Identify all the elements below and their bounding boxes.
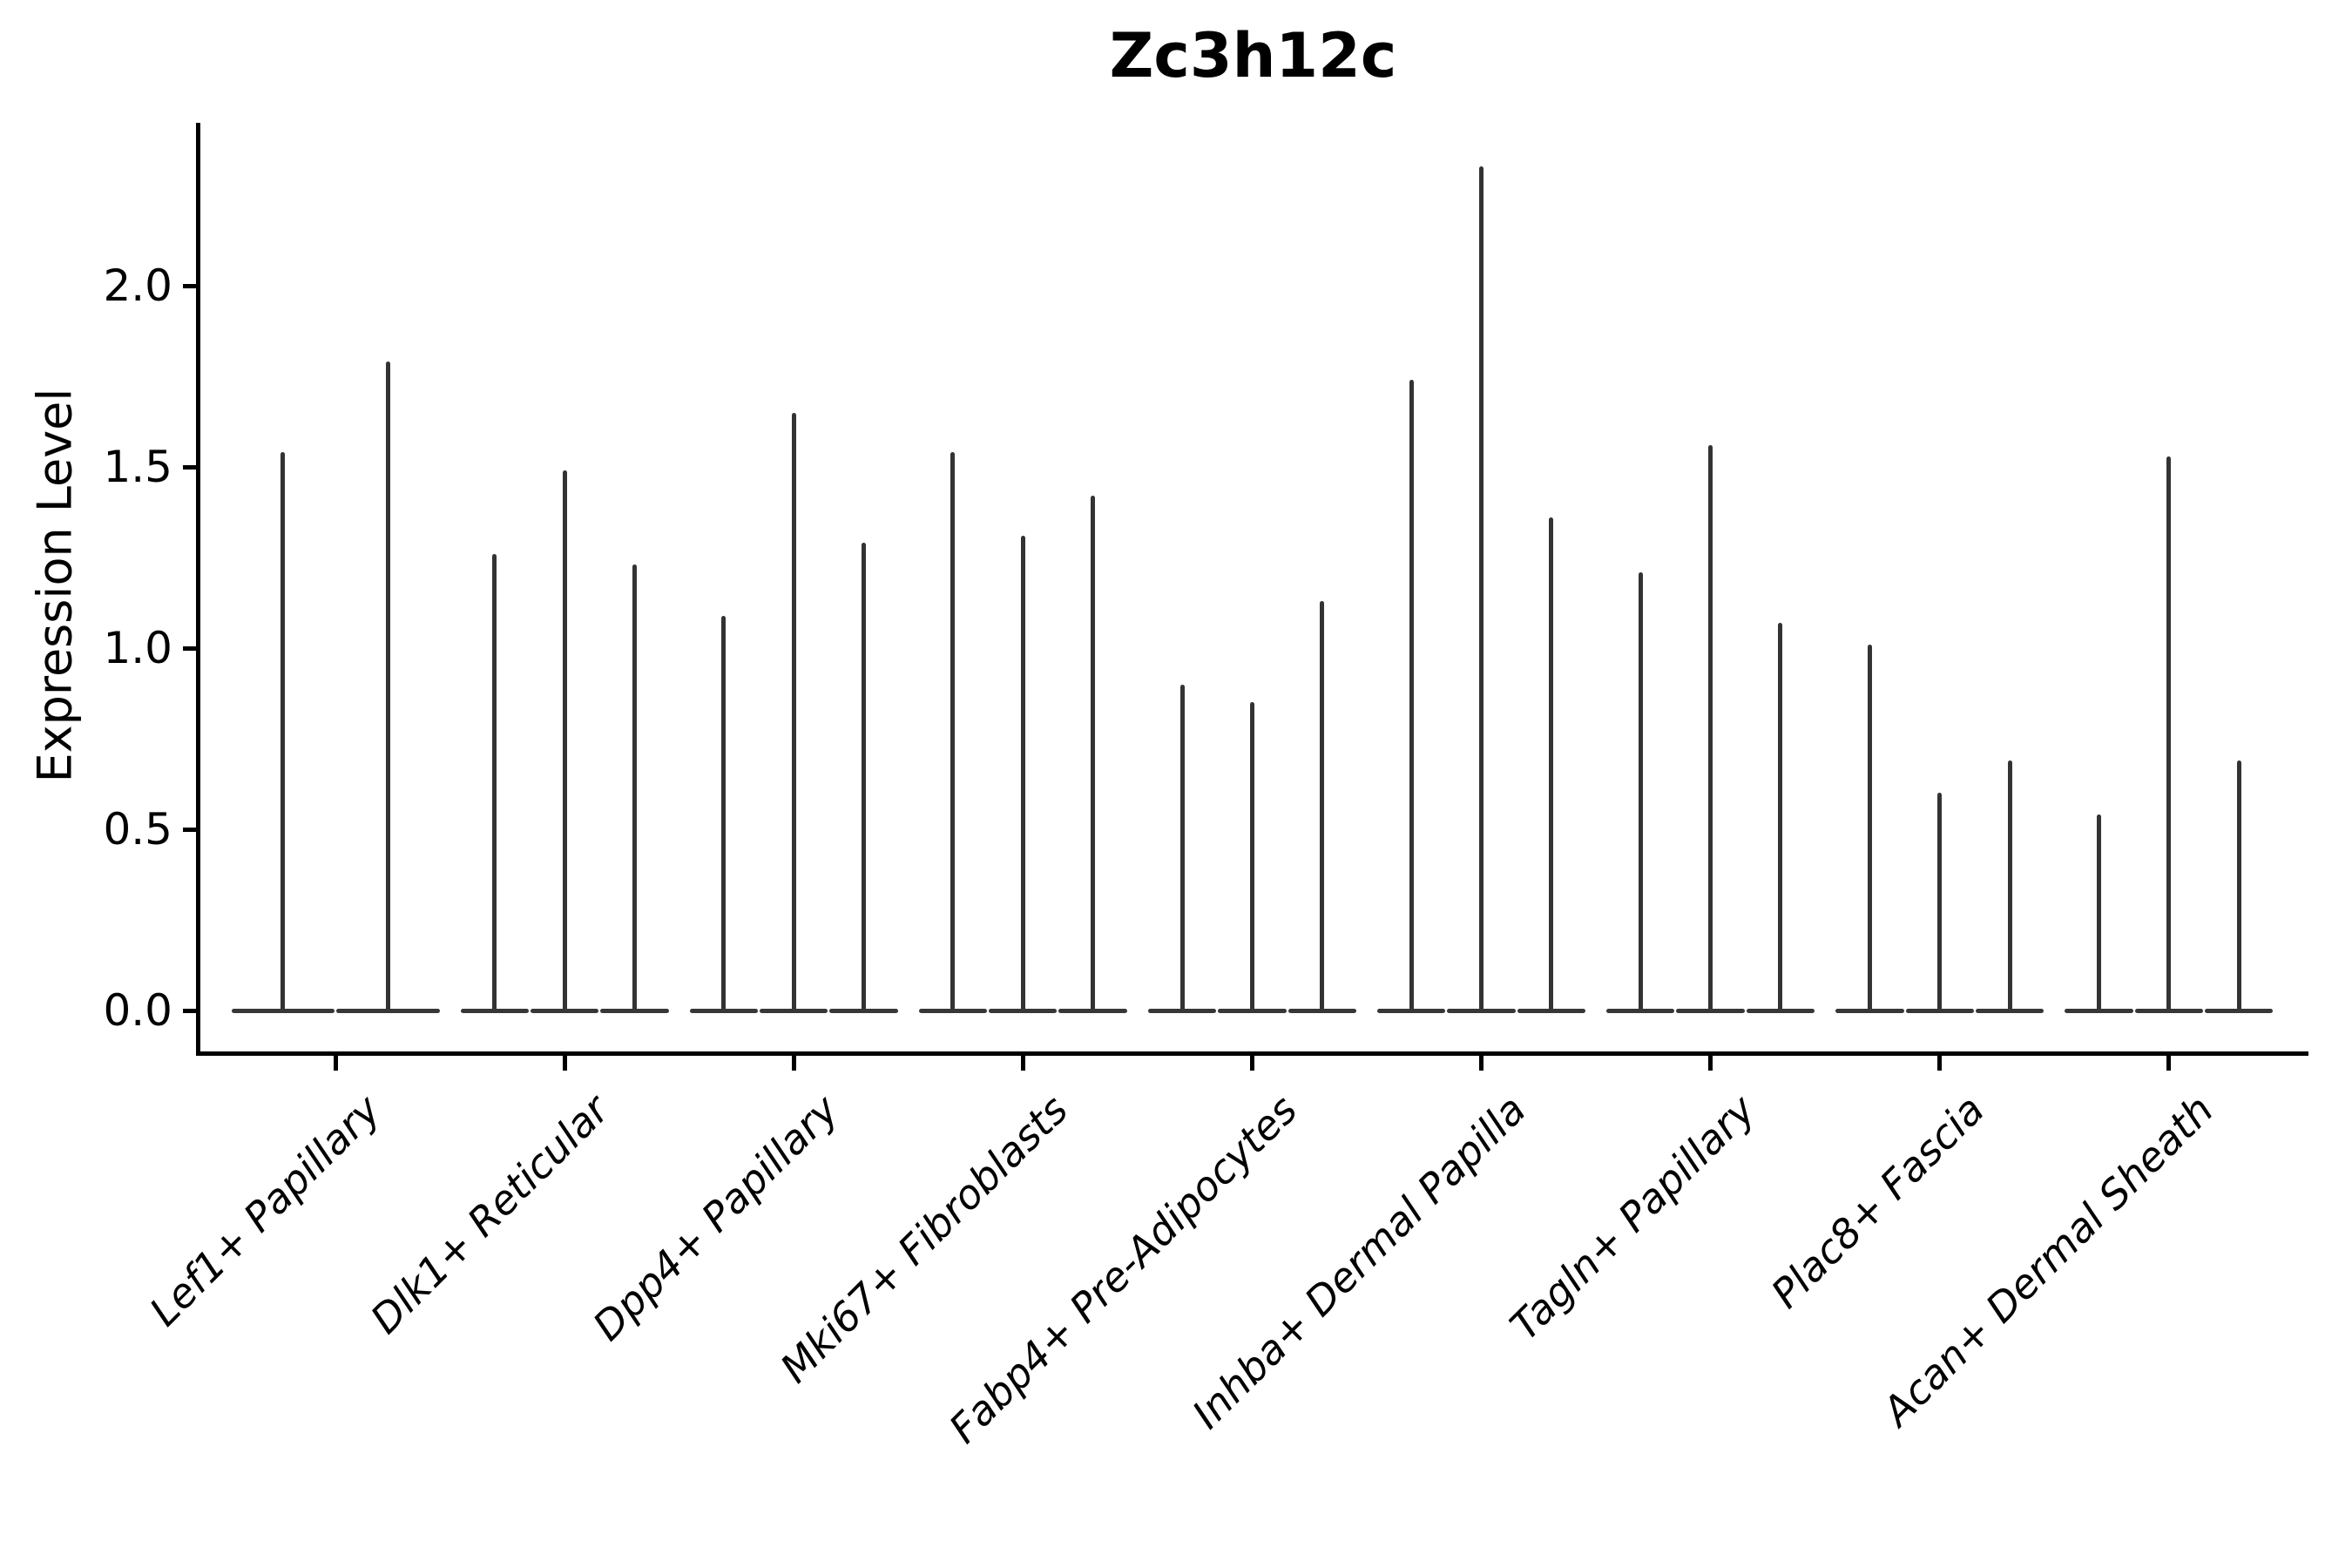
violin-spike — [1937, 793, 1943, 1012]
x-tick — [791, 1056, 796, 1071]
violin-base — [1218, 1008, 1287, 1013]
y-tick — [183, 1008, 198, 1013]
violin-base — [336, 1008, 440, 1013]
y-tick-label: 2.0 — [103, 260, 172, 311]
violin-base — [1447, 1008, 1516, 1013]
violin-spike — [1778, 622, 1783, 1012]
violin-base — [829, 1008, 898, 1013]
violin-base — [530, 1008, 599, 1013]
y-tick-label: 1.5 — [103, 442, 172, 492]
violin-base — [600, 1008, 669, 1013]
violin-base — [989, 1008, 1058, 1013]
x-axis-category-label: Lef1+ Papillary — [139, 1085, 389, 1335]
chart-title: Zc3h12c — [1109, 20, 1397, 91]
x-tick — [562, 1056, 567, 1071]
violin-spike — [862, 543, 867, 1012]
violin-base — [1835, 1008, 1904, 1013]
violin-spike — [492, 553, 497, 1012]
violin-base — [918, 1008, 988, 1013]
y-axis-spine — [196, 123, 200, 1056]
x-axis-category-label: Tagln+ Papillary — [1501, 1085, 1765, 1349]
y-tick-label: 1.0 — [103, 623, 172, 673]
violin-base — [1606, 1008, 1675, 1013]
y-tick — [183, 464, 198, 470]
y-tick — [183, 827, 198, 832]
violin-spike — [2236, 760, 2241, 1012]
x-tick — [1020, 1056, 1025, 1071]
violin-base — [1147, 1008, 1217, 1013]
violin-spike — [1179, 684, 1185, 1012]
y-tick-label: 0.5 — [103, 804, 172, 855]
violin-spike — [1409, 380, 1414, 1012]
violin-spike — [1320, 600, 1325, 1012]
violin-spike — [2096, 814, 2101, 1012]
violin-base — [1377, 1008, 1446, 1013]
violin-base — [689, 1008, 759, 1013]
x-tick — [1249, 1056, 1254, 1071]
violin-spike — [2166, 456, 2172, 1012]
violin-base — [1288, 1008, 1356, 1013]
violin-base — [1975, 1008, 2044, 1013]
violin-base — [231, 1008, 335, 1013]
violin-spike — [2007, 760, 2012, 1012]
violin-base — [760, 1008, 828, 1013]
violin-base — [1746, 1008, 1815, 1013]
violin-spike — [280, 452, 286, 1012]
violin-spike — [385, 362, 390, 1012]
violin-spike — [721, 615, 727, 1012]
violin-spike — [791, 412, 796, 1012]
x-tick — [1479, 1056, 1484, 1071]
violin-base — [2065, 1008, 2133, 1013]
violin-base — [2204, 1008, 2274, 1013]
violin-base — [2134, 1008, 2203, 1013]
violin-base — [1058, 1008, 1127, 1013]
x-tick — [1708, 1056, 1713, 1071]
violin-spike — [1020, 536, 1025, 1012]
x-tick — [1937, 1056, 1943, 1071]
x-tick — [333, 1056, 338, 1071]
x-axis-category-label: Dpp4+ Papillary — [584, 1085, 848, 1350]
y-tick — [183, 283, 198, 288]
y-tick — [183, 645, 198, 651]
violin-base — [1905, 1008, 1974, 1013]
violin-spike — [632, 564, 637, 1012]
violin-spike — [1549, 517, 1554, 1012]
x-tick — [2166, 1056, 2172, 1071]
violin-spike — [1479, 166, 1484, 1012]
violin-base — [460, 1008, 529, 1013]
violin-spike — [1867, 644, 1872, 1012]
violin-spike — [562, 470, 567, 1012]
violin-spike — [1091, 496, 1096, 1012]
y-tick-label: 0.0 — [103, 985, 172, 1036]
violin-spike — [1708, 445, 1713, 1012]
violin-base — [1517, 1008, 1585, 1013]
violin-spike — [950, 452, 956, 1012]
x-axis-category-label: Dlk1+ Reticular — [362, 1085, 618, 1343]
violin-spike — [1638, 571, 1643, 1012]
x-axis-category-label: Plac8+ Fascia — [1762, 1085, 1994, 1317]
violin-spike — [1249, 702, 1254, 1012]
violin-base — [1676, 1008, 1745, 1013]
x-axis-spine — [196, 1051, 2308, 1056]
